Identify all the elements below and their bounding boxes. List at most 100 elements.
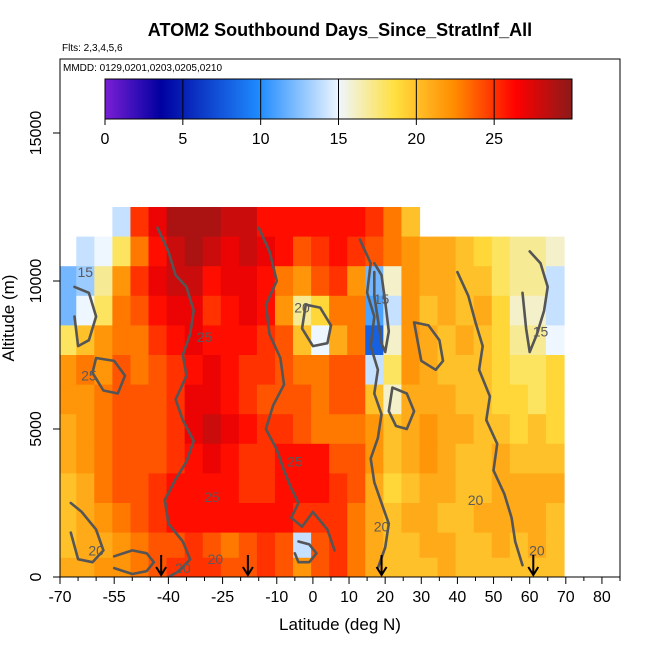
heat-cell [455, 325, 475, 356]
heat-cell [491, 557, 511, 577]
heat-cell [202, 443, 222, 474]
heat-cell [473, 503, 493, 534]
heat-cell [383, 443, 403, 474]
chart-title: ATOM2 Southbound Days_Since_StratInf_All [148, 20, 532, 40]
heat-cell [256, 207, 276, 238]
heat-cell [347, 414, 366, 445]
heat-cell [220, 557, 240, 577]
heat-cell [473, 295, 493, 326]
heat-cell [256, 325, 276, 356]
heat-cell [473, 473, 493, 504]
heat-cell [238, 532, 258, 559]
heat-cell [311, 207, 330, 238]
heat-cell [293, 532, 312, 559]
heat-cell [274, 557, 294, 577]
heat-cell [293, 236, 312, 267]
heat-cell [76, 236, 95, 267]
heat-cell [527, 443, 547, 474]
heat-cell [293, 473, 312, 504]
heat-cell [60, 384, 77, 415]
heat-cell [220, 532, 240, 559]
heat-cell [94, 266, 113, 297]
heat-cell [329, 325, 348, 356]
contour-label: 20 [175, 560, 191, 576]
colorbar-ticks: 0 5 10 15 20 25 [101, 79, 503, 148]
heat-cell [112, 295, 132, 326]
x-tick-label: -40 [157, 589, 180, 606]
heat-cell [455, 236, 475, 267]
heat-cell [76, 295, 95, 326]
heat-cell [311, 236, 330, 267]
heat-cell [545, 532, 565, 559]
heatmap-cells [60, 207, 565, 577]
heat-cell [274, 532, 294, 559]
contour-label: 15 [374, 291, 390, 307]
colorbar-tick-label: 0 [101, 131, 110, 148]
heat-cell [545, 325, 565, 356]
heat-cell [166, 532, 186, 559]
heat-cell [220, 325, 240, 356]
heat-cell [238, 325, 258, 356]
contour-line-25 [156, 226, 195, 577]
heat-cell [401, 532, 421, 559]
heat-cell [437, 355, 457, 386]
heat-cell [293, 207, 312, 238]
heat-cell [437, 503, 457, 534]
heat-cell [347, 295, 366, 326]
heat-cell [509, 266, 529, 297]
heat-cell [238, 503, 258, 534]
heat-cell [455, 557, 475, 577]
heat-cell [94, 236, 113, 267]
heat-cell [311, 443, 330, 474]
heat-cell [238, 443, 258, 474]
heat-cell [238, 414, 258, 445]
heat-cell [274, 325, 294, 356]
heat-cell [329, 532, 348, 559]
heat-cell [509, 325, 529, 356]
heat-cell [60, 503, 77, 534]
heat-cell [383, 414, 403, 445]
x-tick-label: -55 [103, 589, 126, 606]
x-axis: -70 -55 -40 -25 -10 0 10 20 30 40 50 60 70 80 [48, 577, 621, 606]
heat-cell [329, 414, 348, 445]
heat-cell [130, 414, 150, 445]
heat-cell [256, 443, 276, 474]
heat-cell [383, 473, 403, 504]
heat-cell [293, 384, 312, 415]
heat-cell [527, 266, 547, 297]
y-axis-label: Altitude (m) [0, 275, 18, 362]
heat-cell [130, 355, 150, 386]
heat-cell [365, 207, 384, 238]
y-tick-label: 0 [28, 572, 45, 581]
colorbar-tick-label: 5 [178, 131, 187, 148]
heat-cell [256, 384, 276, 415]
heat-cell [202, 414, 222, 445]
heat-cell [220, 355, 240, 386]
heat-cell [455, 503, 475, 534]
contour-line-15 [521, 250, 550, 354]
heat-cell [220, 473, 240, 504]
heat-cell [527, 355, 547, 386]
heat-cell [437, 384, 457, 415]
contour-label: 20 [294, 300, 310, 316]
heat-cell [60, 443, 77, 474]
heat-cell [455, 266, 475, 297]
heat-cell [202, 503, 222, 534]
heat-cell [76, 532, 95, 559]
heat-cell [293, 266, 312, 297]
x-tick-label: -10 [265, 589, 288, 606]
heat-cell [202, 207, 222, 238]
contour-line-20 [412, 321, 445, 372]
heat-cell [60, 325, 77, 356]
heat-cell [401, 295, 421, 326]
heat-cell [365, 443, 384, 474]
heat-cell [401, 557, 421, 577]
heat-cell [545, 236, 565, 267]
heat-cell [220, 414, 240, 445]
heat-cell [491, 414, 511, 445]
x-tick-label: 60 [521, 589, 539, 606]
contour-label: 25 [81, 368, 97, 384]
y-axis: 0 5000 10000 15000 [28, 111, 60, 581]
heat-cell [401, 443, 421, 474]
contour-label: 20 [529, 542, 545, 558]
